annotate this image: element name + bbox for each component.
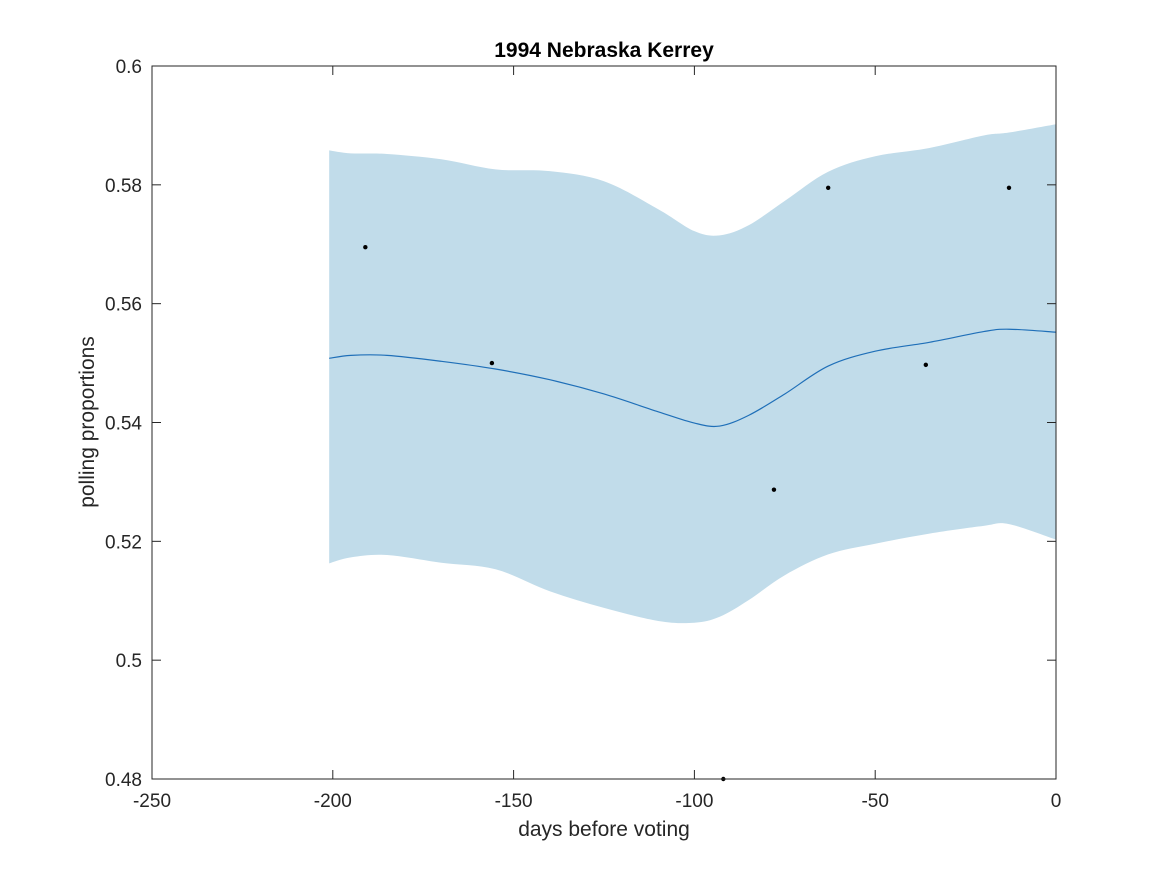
y-axis-label: polling proportions bbox=[76, 336, 99, 508]
y-tick-label: 0.48 bbox=[105, 770, 142, 791]
data-point bbox=[489, 360, 495, 366]
x-tick-label: -50 bbox=[861, 791, 888, 812]
plot-area bbox=[329, 124, 1057, 782]
data-point bbox=[771, 487, 777, 492]
x-tick-label: -200 bbox=[314, 791, 352, 812]
data-point bbox=[923, 362, 929, 368]
x-axis-label: days before voting bbox=[518, 818, 690, 841]
x-tick-label: 0 bbox=[1051, 791, 1062, 812]
confidence-band bbox=[329, 124, 1056, 624]
y-tick-label: 0.54 bbox=[105, 414, 142, 435]
x-tick-label: -100 bbox=[675, 791, 713, 812]
y-tick-label: 0.6 bbox=[116, 57, 142, 78]
y-tick-label: 0.58 bbox=[105, 176, 142, 197]
data-point bbox=[363, 245, 368, 250]
y-axis-ticks: 0.48 0.5 0.52 0.54 0.56 0.58 0.6 bbox=[105, 57, 1056, 791]
x-axis-ticks: -250 -200 -150 -100 -50 0 bbox=[133, 66, 1061, 812]
data-point bbox=[825, 185, 831, 191]
mean-line bbox=[329, 328, 1057, 428]
x-tick-label: -250 bbox=[133, 791, 171, 812]
y-tick-label: 0.56 bbox=[105, 295, 142, 316]
chart-title: 1994 Nebraska Kerrey bbox=[494, 39, 714, 62]
data-point bbox=[1006, 185, 1012, 191]
x-tick-label: -150 bbox=[495, 791, 533, 812]
y-tick-label: 0.52 bbox=[105, 532, 142, 553]
y-tick-label: 0.5 bbox=[116, 651, 142, 672]
